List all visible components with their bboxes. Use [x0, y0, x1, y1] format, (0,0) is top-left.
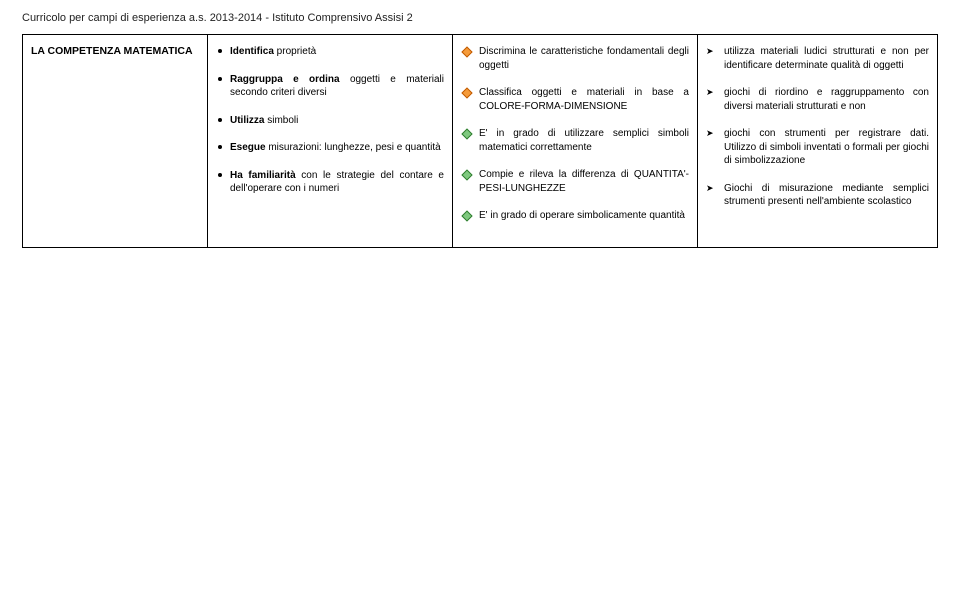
- item-text: misurazioni: lunghezze, pesi e quantità: [266, 142, 441, 153]
- cell-abilita: Identifica proprietà Raggruppa e ordina …: [208, 35, 453, 248]
- curriculum-table: LA COMPETENZA MATEMATICA Identifica prop…: [22, 34, 938, 248]
- item-text: simboli: [264, 115, 298, 126]
- list-item: Utilizza simboli: [216, 114, 444, 128]
- list-item: Classifica oggetti e materiali in base a…: [461, 86, 689, 113]
- list-item: Identifica proprietà: [216, 45, 444, 59]
- list-item: Ha familiarità con le strategie del cont…: [216, 169, 444, 196]
- bold-text: Esegue: [230, 142, 266, 153]
- cell-obiettivi: Discrimina le caratteristiche fondamenta…: [453, 35, 698, 248]
- cell-attivita: utilizza materiali ludici strutturati e …: [698, 35, 938, 248]
- item-text: proprietà: [274, 46, 316, 57]
- bold-text: Raggruppa e ordina: [230, 74, 340, 85]
- cell-competenza: LA COMPETENZA MATEMATICA: [23, 35, 208, 248]
- obiettivi-list: Discrimina le caratteristiche fondamenta…: [461, 45, 689, 223]
- abilita-list: Identifica proprietà Raggruppa e ordina …: [216, 45, 444, 196]
- list-item: Compie e rileva la differenza di QUANTIT…: [461, 168, 689, 195]
- document-header: Curricolo per campi di esperienza a.s. 2…: [22, 12, 938, 24]
- competenza-title: LA COMPETENZA MATEMATICA: [31, 45, 199, 57]
- bold-text: Identifica: [230, 46, 274, 57]
- list-item: Esegue misurazioni: lunghezze, pesi e qu…: [216, 141, 444, 155]
- list-item: E' in grado di utilizzare semplici simbo…: [461, 127, 689, 154]
- list-item: Giochi di misurazione mediante semplici …: [706, 182, 929, 209]
- attivita-list: utilizza materiali ludici strutturati e …: [706, 45, 929, 209]
- list-item: utilizza materiali ludici strutturati e …: [706, 45, 929, 72]
- list-item: giochi di riordino e raggruppamento con …: [706, 86, 929, 113]
- bold-text: Utilizza: [230, 115, 264, 126]
- list-item: Discrimina le caratteristiche fondamenta…: [461, 45, 689, 72]
- list-item: Raggruppa e ordina oggetti e materiali s…: [216, 73, 444, 100]
- list-item: E' in grado di operare simbolicamente qu…: [461, 209, 689, 223]
- list-item: giochi con strumenti per registrare dati…: [706, 127, 929, 168]
- bold-text: Ha familiarità: [230, 170, 296, 181]
